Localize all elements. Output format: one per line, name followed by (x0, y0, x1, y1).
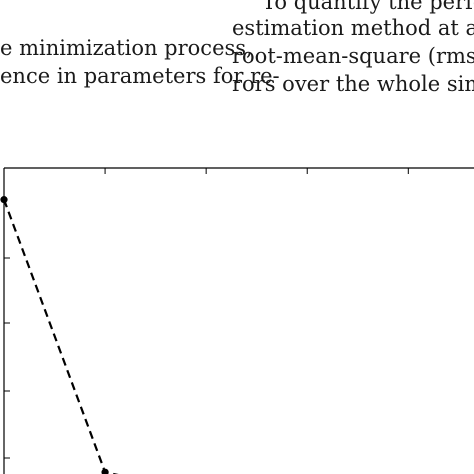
right-text-line-1: estimation method at assim (232, 16, 474, 40)
left-text-line-1: e minimization process, (0, 36, 253, 60)
left-text-line-2: ence in parameters for re- (0, 64, 280, 88)
data-point-0-0 (0, 196, 8, 204)
right-text-line-3: rors over the whole simulat (232, 72, 474, 96)
right-text-line-0: To quantify the perform (262, 0, 474, 14)
data-point-0-1 (101, 468, 109, 474)
right-text-line-2: root-mean-square (rms) me (232, 44, 474, 68)
series-line-0 (2, 199, 119, 474)
